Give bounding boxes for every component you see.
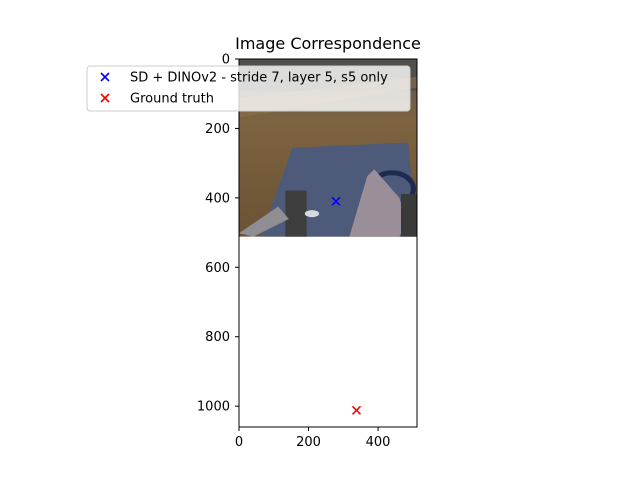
x-axis: 0 200 400 — [235, 427, 391, 450]
y-tick-label: 800 — [205, 330, 230, 345]
prediction-point — [331, 196, 341, 206]
y-tick-label: 1000 — [197, 400, 230, 415]
y-tick-label: 400 — [205, 191, 230, 206]
y-tick-label: 200 — [205, 122, 230, 137]
legend-label: Ground truth — [130, 92, 214, 107]
legend-marker — [100, 93, 110, 103]
scene-object — [304, 210, 320, 218]
scene-hand — [349, 169, 409, 237]
chart-title: Image Correspondence — [235, 34, 421, 53]
legend-box — [86, 65, 411, 112]
legend: SD + DINOv2 - stride 7, layer 5, s5 only… — [86, 65, 411, 112]
y-tick-label: 0 — [222, 53, 230, 68]
scene-block-right — [400, 194, 417, 237]
y-tick-label: 600 — [205, 261, 230, 276]
scene-block-left — [285, 190, 307, 237]
ground-truth-point — [351, 405, 362, 415]
scene-gripper — [239, 206, 289, 237]
legend-marker — [100, 72, 110, 82]
x-tick-label: 200 — [296, 435, 321, 450]
axes-frame — [238, 58, 418, 428]
y-axis: 0 200 400 600 800 1000 — [197, 53, 239, 415]
x-tick-label: 0 — [235, 435, 243, 450]
plot-points — [331, 196, 362, 415]
legend-label: SD + DINOv2 - stride 7, layer 5, s5 only — [130, 71, 388, 86]
x-tick-label: 400 — [366, 435, 391, 450]
